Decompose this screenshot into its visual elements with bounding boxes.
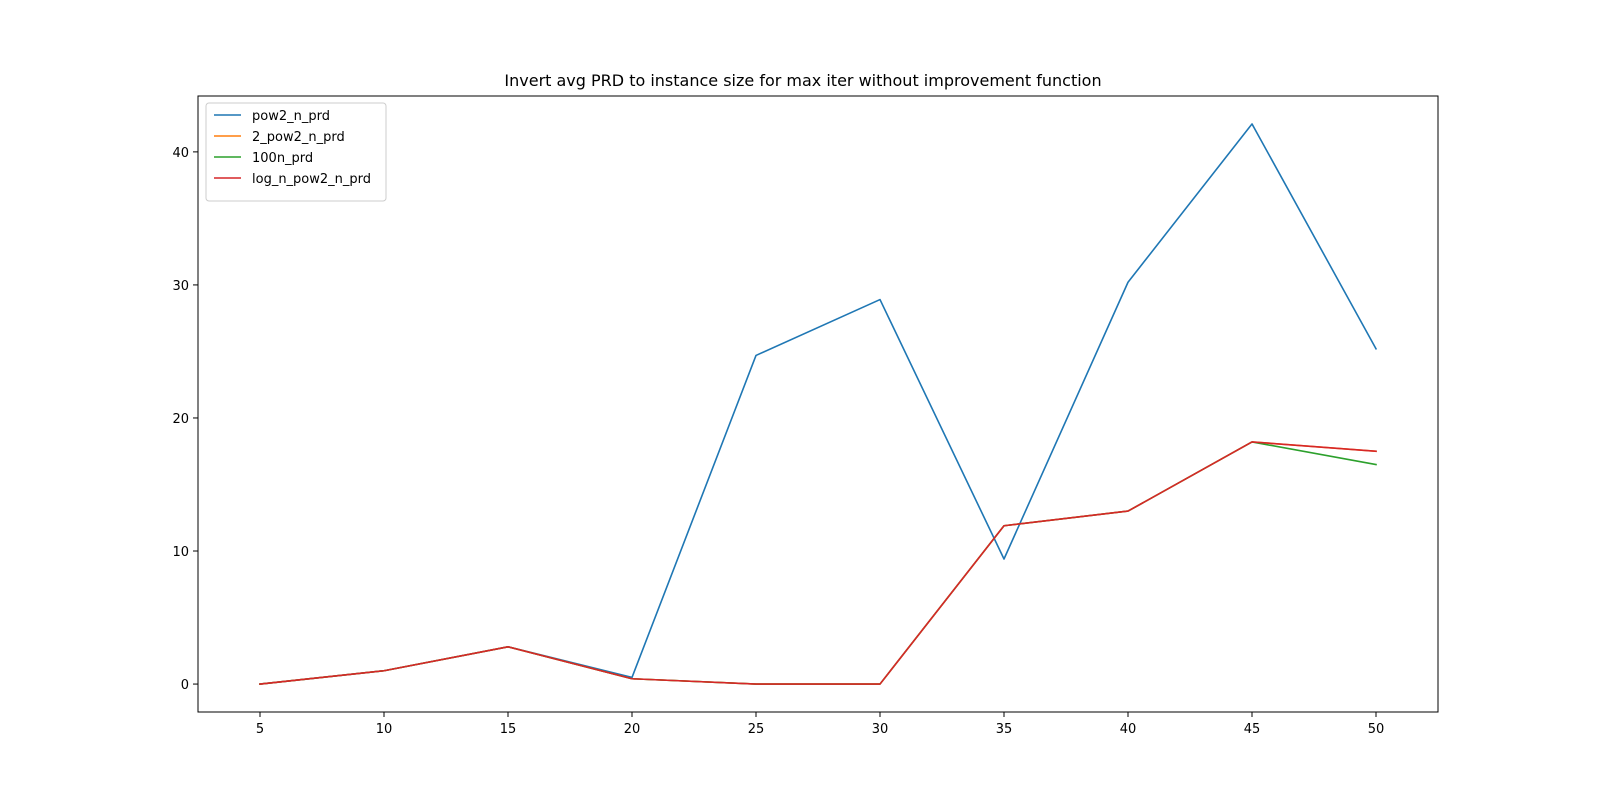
legend-box <box>205 102 387 202</box>
legend: pow2_n_prd 2_pow2_n_prd 100n_prd log_n_pow2… <box>205 102 387 202</box>
plot-area <box>198 96 1438 712</box>
legend-label: 100n_prd <box>252 151 313 166</box>
x-axis: 5 10 15 20 25 30 35 40 45 50 <box>256 712 1384 737</box>
plot-frame <box>197 95 1439 713</box>
chart-title: Invert avg PRD to instance size for max … <box>504 71 1101 90</box>
x-tick-label: 20 <box>624 722 641 737</box>
y-tick-label: 10 <box>172 545 189 560</box>
y-axis: 0 10 20 30 40 <box>172 146 198 693</box>
x-tick-label: 50 <box>1368 722 1385 737</box>
x-tick-label: 25 <box>748 722 765 737</box>
x-tick-label: 45 <box>1244 722 1261 737</box>
x-tick-label: 35 <box>996 722 1013 737</box>
y-tick-label: 20 <box>172 412 189 427</box>
x-tick-label: 5 <box>256 722 264 737</box>
series-line-log-n-pow2-n-prd <box>259 441 1377 685</box>
x-tick-label: 15 <box>500 722 517 737</box>
y-tick-label: 0 <box>181 678 189 693</box>
y-tick-label: 40 <box>172 146 189 161</box>
legend-label: log_n_pow2_n_prd <box>252 172 371 187</box>
legend-label: 2_pow2_n_prd <box>252 130 345 145</box>
x-tick-label: 10 <box>376 722 393 737</box>
legend-label: pow2_n_prd <box>252 109 330 124</box>
series-layer <box>259 123 1378 685</box>
x-tick-label: 40 <box>1120 722 1137 737</box>
y-tick-label: 30 <box>172 279 189 294</box>
x-tick-label: 30 <box>872 722 889 737</box>
